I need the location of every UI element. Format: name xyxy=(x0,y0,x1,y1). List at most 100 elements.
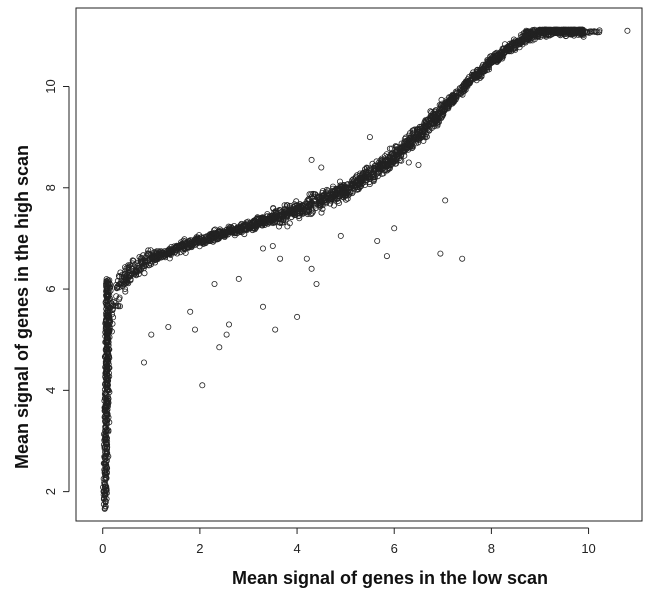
data-point xyxy=(104,365,111,372)
data-point xyxy=(101,466,108,473)
data-point xyxy=(370,165,377,172)
data-point xyxy=(122,288,129,295)
data-point xyxy=(282,207,289,214)
data-point xyxy=(186,242,193,249)
data-point xyxy=(446,98,453,105)
outlier-point xyxy=(308,156,315,163)
data-point xyxy=(133,272,140,279)
x-tick-label: 6 xyxy=(391,541,398,556)
data-point xyxy=(368,172,375,179)
data-point xyxy=(269,213,276,220)
data-point xyxy=(104,339,111,346)
data-point xyxy=(229,229,236,236)
outlier-point xyxy=(405,159,412,166)
data-point xyxy=(255,221,262,228)
data-point xyxy=(100,488,107,495)
data-point xyxy=(376,163,383,170)
data-point xyxy=(544,28,551,35)
data-point xyxy=(102,423,109,430)
data-point xyxy=(265,215,272,222)
data-point xyxy=(551,28,558,35)
data-point xyxy=(104,297,111,304)
data-point xyxy=(315,193,322,200)
outlier-point xyxy=(235,275,242,282)
outlier-point xyxy=(442,197,449,204)
data-point xyxy=(336,199,343,206)
data-point xyxy=(102,449,109,456)
x-tick-label: 0 xyxy=(99,541,106,556)
data-point xyxy=(102,347,109,354)
data-point xyxy=(109,302,116,309)
data-point xyxy=(586,29,593,36)
axes: 0 2 4 6 8 10 2 4 6 8 10 xyxy=(43,79,596,556)
outlier-point xyxy=(216,344,223,351)
data-point xyxy=(102,403,109,410)
data-point xyxy=(324,194,331,201)
data-point xyxy=(358,178,365,185)
data-point xyxy=(468,71,475,78)
data-point xyxy=(104,427,111,434)
data-point xyxy=(175,244,182,251)
data-point xyxy=(513,39,520,46)
data-point xyxy=(102,505,109,512)
data-point xyxy=(103,435,110,442)
data-point xyxy=(489,53,496,60)
data-point xyxy=(189,242,196,249)
data-point xyxy=(104,441,111,448)
outlier-point xyxy=(223,331,230,338)
data-point xyxy=(401,152,408,159)
data-point xyxy=(280,216,287,223)
data-point xyxy=(494,51,501,58)
data-point xyxy=(208,236,215,243)
data-point xyxy=(105,399,112,406)
data-point xyxy=(529,29,536,36)
outlier-point xyxy=(191,326,198,333)
data-point xyxy=(588,28,595,35)
data-point xyxy=(115,272,122,279)
data-point xyxy=(137,256,144,263)
data-point xyxy=(305,195,312,202)
data-point xyxy=(380,170,387,177)
y-tick-label: 2 xyxy=(43,488,58,495)
data-point xyxy=(507,45,514,52)
data-point xyxy=(304,206,311,213)
outlier-point xyxy=(269,242,276,249)
data-point xyxy=(331,192,338,199)
y-tick-label: 10 xyxy=(43,79,58,93)
data-point xyxy=(362,178,369,185)
data-point xyxy=(241,223,248,230)
data-point xyxy=(432,108,439,115)
data-point xyxy=(220,228,227,235)
data-point xyxy=(100,484,107,491)
data-point xyxy=(486,57,493,64)
data-point xyxy=(319,199,326,206)
data-point xyxy=(408,139,415,146)
outlier-point xyxy=(225,321,232,328)
data-point xyxy=(102,380,109,387)
data-point xyxy=(137,258,144,265)
data-point xyxy=(596,29,603,36)
data-point xyxy=(113,284,120,291)
y-tick-label: 8 xyxy=(43,184,58,191)
data-point xyxy=(373,158,380,165)
data-point xyxy=(506,48,513,55)
data-point xyxy=(123,277,130,284)
data-point xyxy=(434,121,441,128)
data-point xyxy=(374,165,381,172)
outlier-point xyxy=(294,313,301,320)
data-point xyxy=(302,208,309,215)
data-point xyxy=(104,279,111,286)
data-point xyxy=(280,219,287,226)
data-point xyxy=(103,447,110,454)
data-point xyxy=(373,166,380,173)
data-point xyxy=(100,475,107,482)
data-point xyxy=(524,29,531,36)
outlier-point xyxy=(383,253,390,260)
data-point xyxy=(103,379,110,386)
data-point xyxy=(525,28,532,35)
data-point xyxy=(165,247,172,254)
data-point xyxy=(469,75,476,82)
data-point xyxy=(171,244,178,251)
data-point xyxy=(366,179,373,186)
